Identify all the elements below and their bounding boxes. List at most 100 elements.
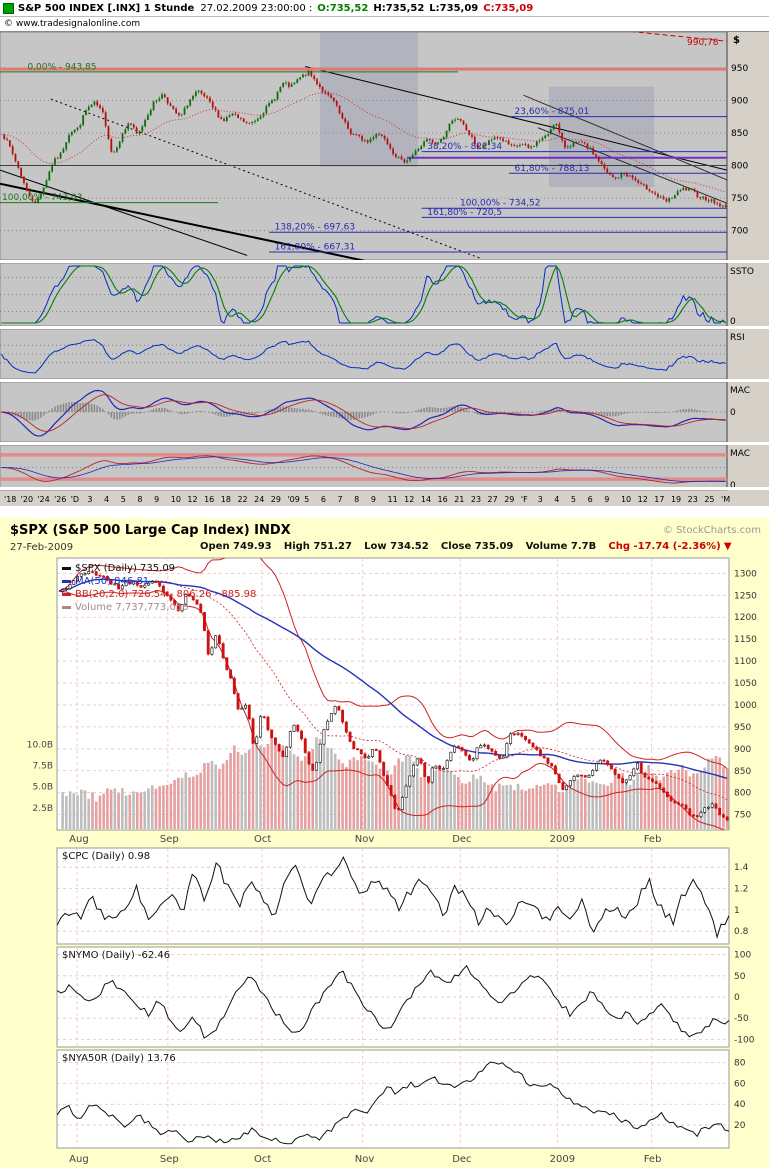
quote-open: Open 749.93 [200,541,272,552]
svg-text:-100: -100 [734,1035,755,1045]
fibonacci-label: 38,20% - 821,34 [427,142,502,152]
svg-text:5: 5 [121,495,126,504]
svg-text:0: 0 [734,993,740,1003]
svg-text:9: 9 [604,495,609,504]
legend-spx: $SPX (Daily) 735.09 [75,563,176,574]
svg-text:1: 1 [734,906,740,916]
svg-text:17: 17 [654,495,664,504]
instrument-icon [3,2,14,14]
svg-text:6: 6 [588,495,593,504]
svg-text:1.2: 1.2 [734,885,748,895]
svg-text:12: 12 [404,495,414,504]
svg-text:23: 23 [688,495,698,504]
svg-text:0: 0 [730,408,736,418]
section-gap [0,504,769,518]
ma50-line [58,578,728,779]
svg-text:Feb: Feb [644,834,662,845]
chart-title: $SPX (S&P 500 Large Cap Index) INDX [10,523,291,538]
svg-text:5: 5 [304,495,309,504]
svg-text:'F: 'F [521,495,528,504]
svg-text:1050: 1050 [734,679,757,689]
svg-text:2009: 2009 [550,834,575,845]
bollinger-upper-line [58,558,728,770]
svg-text:1200: 1200 [734,613,757,623]
macd-slow-line [1,455,726,484]
volume-axis-label: 2.5B [33,804,54,814]
svg-text:11: 11 [388,495,398,504]
panel-ssto [0,262,728,327]
nymo-line [57,964,729,1039]
svg-text:800: 800 [734,789,751,799]
volume-axis-label: 10.0B [27,740,53,750]
svg-text:50: 50 [734,972,746,982]
cpc-panel-title: $CPC (Daily) 0.98 [62,851,151,862]
panel-mac2 [0,444,728,491]
svg-text:24: 24 [254,495,264,504]
svg-text:750: 750 [734,811,751,821]
svg-text:Nov: Nov [355,834,375,845]
stockcharts-copyright-link[interactable]: © StockCharts.com [662,525,761,536]
main-panel-legend: $SPX (Daily) 735.09 MA(50) 846.81 BB(20,… [62,562,256,614]
ssto-panel-label: SSTO [730,267,754,277]
fibonacci-label: 161,80% - 720,5 [427,208,502,218]
open-value: O:735,52 [317,2,369,14]
svg-text:850: 850 [734,767,751,777]
instrument-title: S&P 500 INDEX [.INX] 1 Stunde [18,2,195,14]
rsi-indicator [0,339,727,374]
fibonacci-label: 138,20% - 697,63 [275,223,356,233]
svg-text:12: 12 [187,495,197,504]
x-axis-strip [0,490,769,506]
svg-text:0: 0 [730,317,736,327]
stockcharts-chart-canvas[interactable]: 1300125012001150110010501000950900850800… [0,518,769,1168]
svg-text:6: 6 [321,495,326,504]
volume-bars [61,736,729,829]
quote-high: High 751.27 [283,541,352,552]
cpc-panel [56,847,730,945]
svg-text:10: 10 [621,495,631,504]
svg-text:8: 8 [137,495,142,504]
quote-row: Open 749.93 High 751.27 Low 734.52 Close… [200,541,732,552]
highlight-zone [319,32,419,167]
svg-text:Nov: Nov [355,1154,375,1165]
extreme-level-label: 990,78 [687,38,719,48]
price-ma-dotted-line [1,92,726,193]
svg-text:Sep: Sep [160,1154,179,1165]
svg-text:16: 16 [438,495,448,504]
svg-text:Dec: Dec [452,834,471,845]
svg-text:1000: 1000 [734,701,757,711]
svg-text:1250: 1250 [734,591,757,601]
svg-text:1150: 1150 [734,635,757,645]
svg-text:5: 5 [571,495,576,504]
upper-band [0,453,727,457]
macd-panel-label: MAC [730,386,750,396]
svg-text:0: 0 [730,481,736,491]
svg-text:'20: '20 [21,495,33,504]
close-value: C:735,09 [483,2,534,14]
quote-date: 27-Feb-2009 [10,542,74,553]
svg-text:950: 950 [731,64,748,74]
svg-text:29: 29 [504,495,514,504]
rsi-line [0,339,726,374]
svg-text:Dec: Dec [452,1154,471,1165]
svg-text:21: 21 [454,495,464,504]
volume-axis-label: 7.5B [33,762,54,772]
tradesignal-copyright-link[interactable]: © www.tradesignalonline.com [0,17,769,32]
volume-axis-label: 5.0B [33,783,54,793]
fibonacci-label: 100,00% - 734,52 [460,199,541,209]
x-axis-labels: '18 '20 '24 '26 'D 3 4 5 8 9 10 12 16 18 22 24 29 '09 5 6 7 8… [4,495,730,504]
svg-text:40: 40 [734,1100,746,1110]
panel-mac [0,381,728,443]
svg-text:4: 4 [104,495,109,504]
fibonacci-lines [0,71,727,253]
stockcharts-chart-window: 1300 1250 1200 1150 1100 1050 1000 950 900 850 800… [0,518,769,1168]
fibonacci-label: 23,60% - 875,01 [515,107,590,117]
svg-text:4: 4 [554,495,559,504]
svg-text:3: 3 [87,495,92,504]
svg-text:19: 19 [671,495,681,504]
svg-text:3: 3 [538,495,543,504]
month-axis-labels: Aug Sep Oct Nov Dec 2009 Feb [69,834,661,845]
svg-text:'D: 'D [71,495,79,504]
svg-text:9: 9 [371,495,376,504]
